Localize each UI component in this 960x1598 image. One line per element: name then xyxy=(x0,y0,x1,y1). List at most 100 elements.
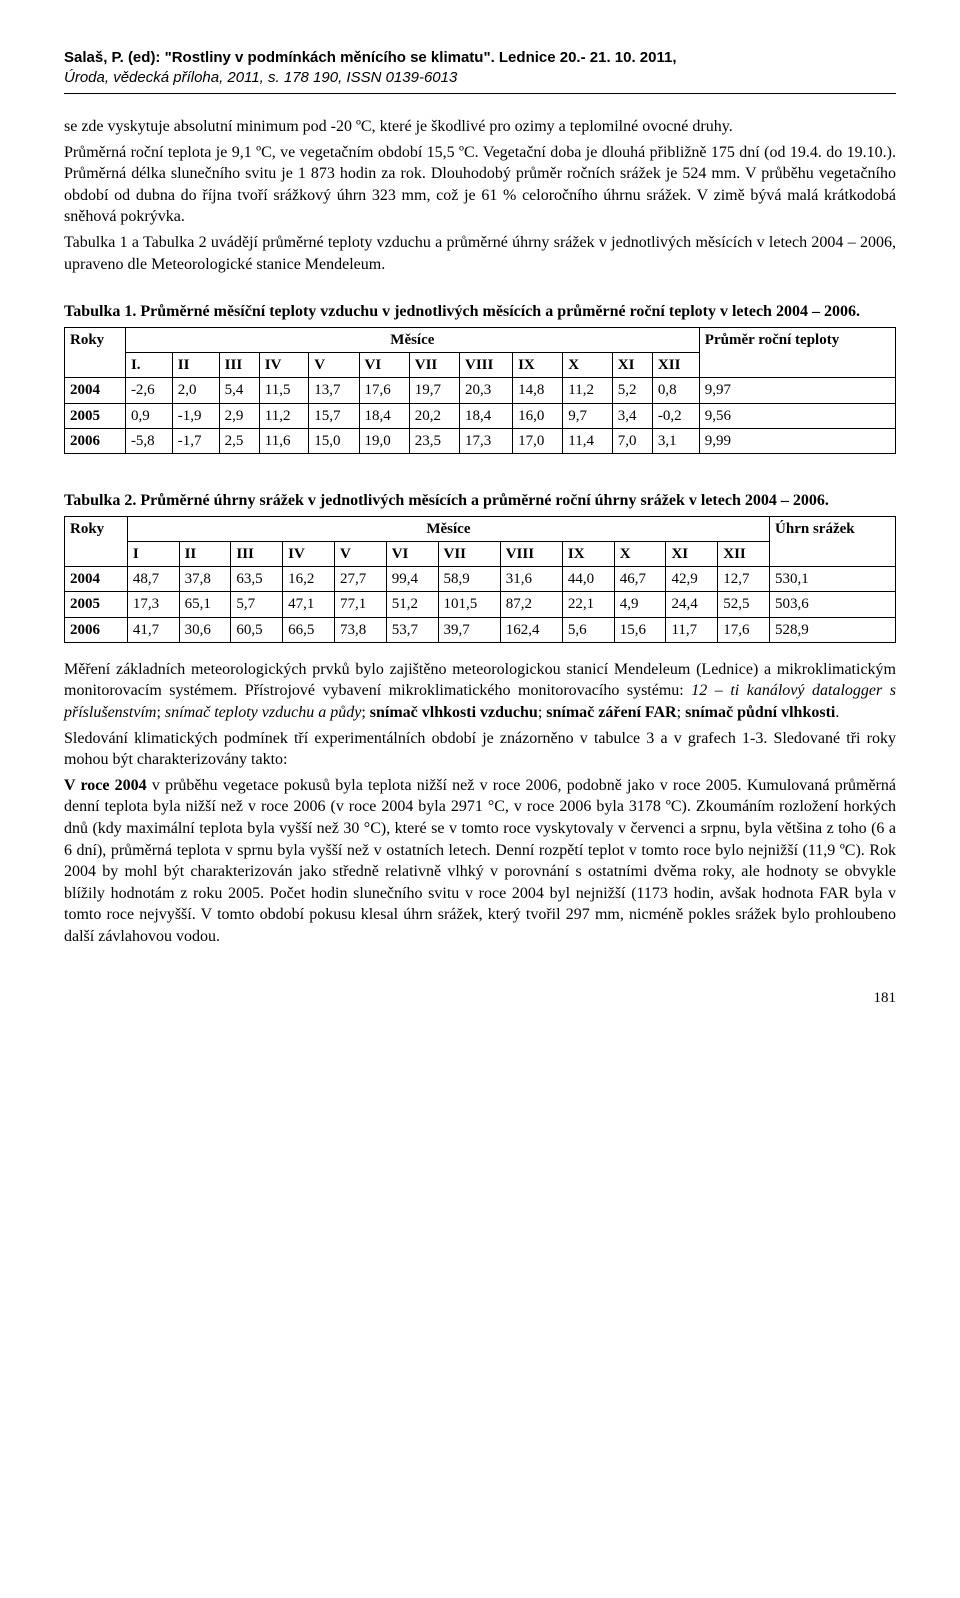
cell-value: -1,7 xyxy=(172,428,219,453)
cell-value: 3,4 xyxy=(612,403,652,428)
cell-value: -5,8 xyxy=(125,428,172,453)
cell-value: 14,8 xyxy=(513,378,563,403)
th-month: VI xyxy=(359,353,409,378)
th-month: I xyxy=(127,541,179,566)
table-2: Roky Měsíce Úhrn srážek IIIIIIIVVVIVIIVI… xyxy=(64,516,896,643)
cell-value: 39,7 xyxy=(438,617,500,642)
cell-value: 23,5 xyxy=(409,428,459,453)
cell-value: 20,2 xyxy=(409,403,459,428)
cell-value: 11,5 xyxy=(259,378,309,403)
cell-value: 9,7 xyxy=(563,403,613,428)
cell-value: 5,7 xyxy=(231,592,283,617)
cell-value: 101,5 xyxy=(438,592,500,617)
cell-value: 52,5 xyxy=(718,592,770,617)
th-mesice: Měsíce xyxy=(127,516,769,541)
cell-value: 17,6 xyxy=(359,378,409,403)
body-paragraph-3: Tabulka 1 a Tabulka 2 uvádějí průměrné t… xyxy=(64,232,896,275)
th-month: VIII xyxy=(459,353,512,378)
cell-value: 42,9 xyxy=(666,567,718,592)
cell-value: 15,0 xyxy=(309,428,359,453)
cell-value: 15,7 xyxy=(309,403,359,428)
table1-caption: Tabulka 1. Průměrné měsíční teploty vzdu… xyxy=(64,301,896,323)
cell-year: 2005 xyxy=(65,403,126,428)
bold-text: snímač záření FAR xyxy=(546,704,676,721)
th-month: IV xyxy=(259,353,309,378)
header-title: Salaš, P. (ed): "Rostliny v podmínkách m… xyxy=(64,48,896,68)
cell-year: 2004 xyxy=(65,378,126,403)
cell-sum: 528,9 xyxy=(770,617,896,642)
cell-year: 2004 xyxy=(65,567,128,592)
cell-sum: 503,6 xyxy=(770,592,896,617)
cell-value: 77,1 xyxy=(334,592,386,617)
cell-value: 27,7 xyxy=(334,567,386,592)
cell-value: 0,9 xyxy=(125,403,172,428)
cell-year: 2006 xyxy=(65,617,128,642)
cell-value: 5,6 xyxy=(562,617,614,642)
th-mesice: Měsíce xyxy=(125,327,699,352)
bold-text: snímač půdní vlhkosti xyxy=(685,704,835,721)
cell-sum: 9,99 xyxy=(699,428,895,453)
cell-value: 31,6 xyxy=(500,567,562,592)
cell-year: 2006 xyxy=(65,428,126,453)
cell-value: 7,0 xyxy=(612,428,652,453)
cell-value: 5,2 xyxy=(612,378,652,403)
cell-value: 24,4 xyxy=(666,592,718,617)
table-row: 200448,737,863,516,227,799,458,931,644,0… xyxy=(65,567,896,592)
table-row: 200641,730,660,566,573,853,739,7162,45,6… xyxy=(65,617,896,642)
cell-value: 37,8 xyxy=(179,567,231,592)
cell-value: 66,5 xyxy=(283,617,335,642)
cell-value: 18,4 xyxy=(459,403,512,428)
cell-value: 41,7 xyxy=(127,617,179,642)
table-1: Roky Měsíce Průměr roční teploty I.IIIII… xyxy=(64,327,896,454)
body-paragraph-4: Měření základních meteorologických prvků… xyxy=(64,659,896,724)
cell-value: 16,0 xyxy=(513,403,563,428)
th-month: XII xyxy=(718,541,770,566)
cell-value: 11,2 xyxy=(259,403,309,428)
cell-value: 48,7 xyxy=(127,567,179,592)
th-month: VII xyxy=(438,541,500,566)
body-paragraph-2: Průměrná roční teplota je 9,1 ºC, ve veg… xyxy=(64,142,896,228)
cell-value: 19,7 xyxy=(409,378,459,403)
table-row: Roky Měsíce Průměr roční teploty xyxy=(65,327,896,352)
body-paragraph-1: se zde vyskytuje absolutní minimum pod -… xyxy=(64,116,896,138)
cell-sum: 9,56 xyxy=(699,403,895,428)
th-month: VI xyxy=(386,541,438,566)
cell-value: 73,8 xyxy=(334,617,386,642)
cell-value: 2,0 xyxy=(172,378,219,403)
th-month: VIII xyxy=(500,541,562,566)
table-row: 200517,365,15,747,177,151,2101,587,222,1… xyxy=(65,592,896,617)
th-month: II xyxy=(172,353,219,378)
cell-value: 3,1 xyxy=(652,428,699,453)
cell-value: 18,4 xyxy=(359,403,409,428)
cell-value: 19,0 xyxy=(359,428,409,453)
th-month: XI xyxy=(612,353,652,378)
cell-value: 53,7 xyxy=(386,617,438,642)
table-row: 2006-5,8-1,72,511,615,019,023,517,317,01… xyxy=(65,428,896,453)
cell-year: 2005 xyxy=(65,592,128,617)
cell-value: 17,6 xyxy=(718,617,770,642)
cell-value: 12,7 xyxy=(718,567,770,592)
body-paragraph-5: Sledování klimatických podmínek tří expe… xyxy=(64,728,896,771)
th-month: X xyxy=(614,541,666,566)
cell-value: 5,4 xyxy=(219,378,259,403)
cell-value: 11,7 xyxy=(666,617,718,642)
cell-value: 58,9 xyxy=(438,567,500,592)
cell-value: 15,6 xyxy=(614,617,666,642)
bold-text: V roce 2004 xyxy=(64,777,147,794)
cell-value: 2,5 xyxy=(219,428,259,453)
th-sum: Průměr roční teploty xyxy=(699,327,895,378)
th-month: I. xyxy=(125,353,172,378)
cell-value: 17,3 xyxy=(459,428,512,453)
body-paragraph-6: V roce 2004 v průběhu vegetace pokusů by… xyxy=(64,775,896,948)
th-month: III xyxy=(219,353,259,378)
cell-value: 11,2 xyxy=(563,378,613,403)
bold-text: snímač vlhkosti vzduchu xyxy=(370,704,538,721)
th-month: X xyxy=(563,353,613,378)
cell-value: 99,4 xyxy=(386,567,438,592)
cell-value: 87,2 xyxy=(500,592,562,617)
cell-value: 11,4 xyxy=(563,428,613,453)
table2-caption: Tabulka 2. Průměrné úhrny srážek v jedno… xyxy=(64,490,896,512)
cell-value: 17,3 xyxy=(127,592,179,617)
cell-value: 16,2 xyxy=(283,567,335,592)
table-row: Roky Měsíce Úhrn srážek xyxy=(65,516,896,541)
